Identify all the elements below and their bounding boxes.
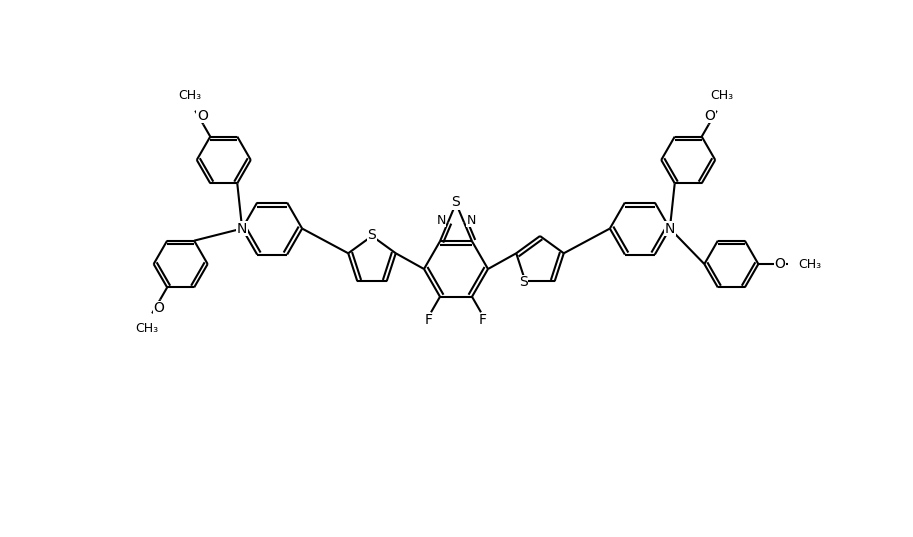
Text: CH₃: CH₃ — [179, 89, 202, 102]
Text: O: O — [197, 108, 207, 123]
Text: F: F — [425, 313, 433, 327]
Text: S: S — [452, 195, 460, 209]
Text: O: O — [704, 108, 715, 123]
Text: N: N — [237, 222, 247, 236]
Text: CH₃: CH₃ — [136, 322, 159, 335]
Text: O: O — [153, 301, 164, 315]
Text: F: F — [479, 313, 487, 327]
Text: S: S — [519, 275, 528, 289]
Text: N: N — [467, 214, 476, 227]
Text: N: N — [436, 214, 446, 227]
Text: CH₃: CH₃ — [710, 89, 733, 102]
Text: N: N — [665, 222, 675, 236]
Text: S: S — [368, 228, 376, 242]
Text: O: O — [774, 257, 785, 271]
Text: N: N — [237, 222, 247, 236]
Text: CH₃: CH₃ — [798, 258, 822, 271]
Text: N: N — [665, 222, 675, 236]
